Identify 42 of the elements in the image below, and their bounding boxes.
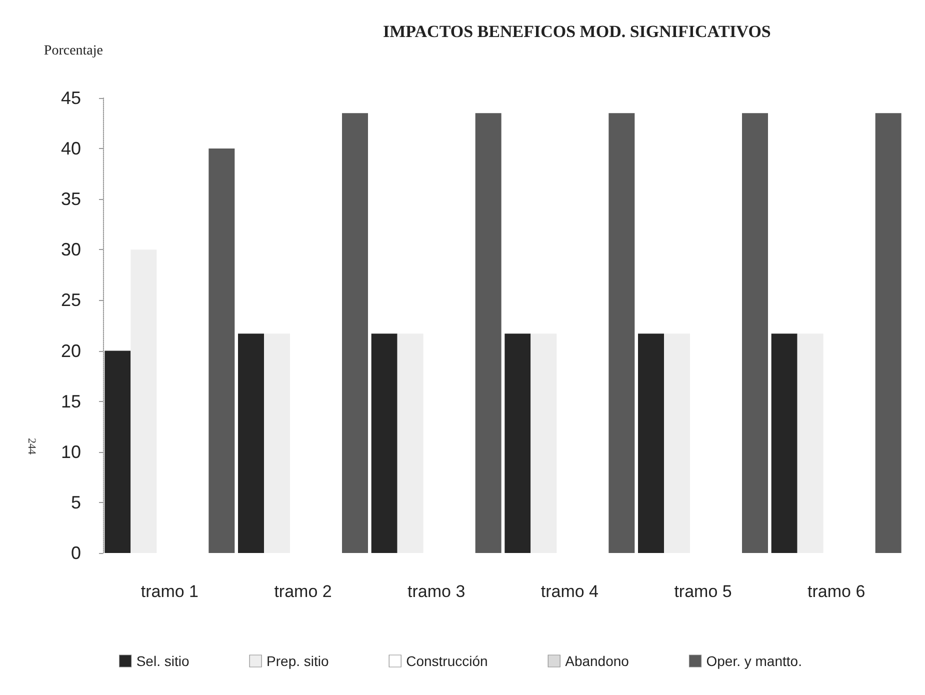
legend-label: Prep. sitio bbox=[266, 653, 330, 669]
bar bbox=[638, 334, 664, 553]
x-tick-label: tramo 6 bbox=[808, 582, 866, 601]
bar bbox=[797, 334, 824, 553]
chart-title: IMPACTOS BENEFICOS MOD. SIGNIFICATIVOS bbox=[383, 22, 771, 41]
bar bbox=[664, 334, 690, 553]
bar bbox=[238, 334, 264, 553]
bar bbox=[742, 113, 768, 553]
legend-label: Abandono bbox=[565, 653, 630, 669]
bar bbox=[608, 113, 635, 553]
legend-label: Sel. sitio bbox=[136, 653, 190, 669]
legend-label: Oper. y mantto. bbox=[706, 653, 802, 669]
y-tick-label: 15 bbox=[60, 391, 81, 412]
x-tick-label: tramo 3 bbox=[408, 582, 466, 601]
y-tick-label: 30 bbox=[60, 240, 81, 260]
bar bbox=[397, 334, 424, 553]
bar bbox=[342, 113, 368, 553]
bar bbox=[264, 334, 290, 553]
x-tick-label: tramo 4 bbox=[540, 582, 598, 601]
text: 244 bbox=[26, 438, 38, 455]
y-tick-label: 25 bbox=[60, 290, 81, 310]
bar bbox=[371, 334, 398, 553]
y-tick-label: 40 bbox=[60, 138, 81, 159]
bar bbox=[104, 350, 131, 553]
x-tick-label: tramo 5 bbox=[674, 582, 732, 601]
bar bbox=[208, 148, 235, 553]
y-tick-label: 35 bbox=[60, 189, 81, 210]
x-tick-label: tramo 2 bbox=[274, 582, 332, 601]
y-axis-title: Porcentaje bbox=[44, 44, 103, 58]
bar bbox=[475, 113, 502, 553]
y-tick-label: 0 bbox=[70, 543, 81, 563]
y-tick-label: 45 bbox=[60, 88, 81, 108]
bar bbox=[875, 113, 902, 553]
y-tick-label: 10 bbox=[60, 442, 81, 462]
bar bbox=[130, 250, 157, 553]
bar bbox=[530, 334, 557, 553]
legend-label: Construcción bbox=[406, 653, 488, 669]
bar bbox=[504, 334, 531, 553]
y-tick-label: 5 bbox=[70, 492, 81, 512]
y-tick-label: 20 bbox=[60, 340, 81, 361]
x-tick-label: tramo 1 bbox=[140, 582, 198, 601]
bar bbox=[771, 334, 798, 553]
